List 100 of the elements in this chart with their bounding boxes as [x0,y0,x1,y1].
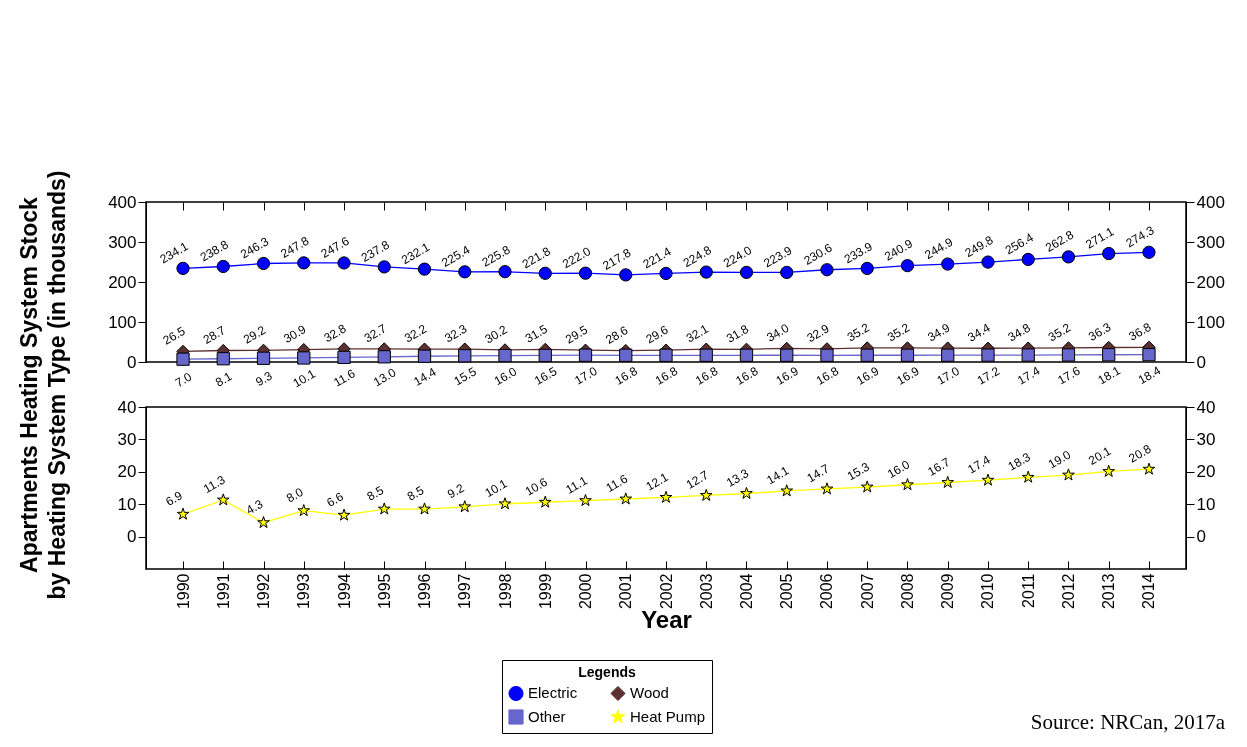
y2-tick-label: 30 [1196,429,1216,449]
y2-tick-label: 10 [1196,494,1216,514]
y2-tick-label: 0 [1196,352,1206,372]
data-label: 35.2 [884,320,913,345]
data-label: 36.8 [1126,319,1154,344]
data-label: 16.8 [813,363,842,388]
data-label: 8.5 [404,483,427,504]
x-tick-label: 2004 [738,573,755,610]
data-label: 34.4 [965,320,993,345]
data-label: 9.3 [253,368,275,390]
data-label: 10.1 [290,366,318,391]
x-tick-label: 2011 [1019,573,1037,608]
data-label: 16.8 [733,363,761,388]
legend-label: Wood [630,684,669,702]
data-label: 31.5 [522,321,551,346]
x-tick-label: 1999 [536,573,554,610]
legend-label: Heat Pump [630,708,706,725]
data-label: 26.5 [160,323,188,348]
data-label: 13.3 [723,465,752,490]
data-label: 35.2 [844,320,873,345]
data-label: 16.9 [894,363,922,388]
legend-label: Electric [528,684,578,702]
data-label: 30.9 [281,321,309,346]
x-tick-label: 2010 [979,573,997,610]
data-label: 35.2 [1045,320,1074,345]
x-tick-label: 2013 [1100,573,1118,610]
data-label: 16.9 [853,363,882,388]
y-tick-label: 10 [117,494,137,514]
data-label: 6.9 [163,488,186,509]
y-tick-label: 400 [108,192,137,212]
data-label: 32.1 [683,321,712,346]
data-label: 32.9 [804,321,832,346]
y-axis-title: Apartments Heating System Stock by Heating System Type (in thousands) [15,170,71,600]
data-label: 9.2 [445,480,467,502]
data-label: 19.0 [1045,447,1074,472]
data-label: 7.0 [172,369,195,391]
data-label: 34.9 [925,320,953,345]
data-label: 8.5 [364,483,387,504]
y-tick-label: 0 [127,527,137,547]
x-tick-label: 1990 [174,573,192,610]
data-label: 12.1 [643,469,671,494]
data-label: 14.1 [764,463,792,488]
data-label: 18.4 [1135,363,1164,388]
data-label: 34.0 [764,320,792,345]
y2-tick-label: 200 [1196,272,1225,292]
data-label: 8.0 [284,484,306,506]
y-tick-label: 30 [117,429,137,449]
data-label: 10.1 [482,476,510,501]
data-label: 31.8 [723,321,752,346]
y2-tick-label: 400 [1196,192,1225,212]
x-tick-label: 2001 [617,573,635,610]
y-tick-label: 200 [108,272,137,292]
data-label: 20.1 [1086,443,1114,468]
data-label: 232.1 [399,239,433,268]
data-label: 28.7 [200,322,229,347]
legend-label: Other [528,708,566,725]
x-tick-label: 1996 [416,573,434,610]
data-label: 11.6 [603,471,631,496]
data-label: 16.8 [612,363,640,388]
data-label: 32.3 [442,321,470,346]
x-tick-label: 1993 [295,573,313,610]
y-tick-label: 100 [108,312,137,332]
x-tick-label: 2000 [577,573,594,610]
legend-title: Legends [578,664,636,680]
y-tick-label: 20 [117,462,137,482]
x-tick-label: 1991 [214,573,232,610]
data-label: 16.8 [692,363,721,388]
data-label: 16.8 [652,363,681,388]
data-label: 11.3 [201,472,228,497]
x-tick-label: 2006 [818,573,836,610]
data-label: 17.0 [572,363,600,388]
x-tick-label: 1994 [335,573,353,610]
x-tick-label: 2005 [778,573,796,610]
data-label: 18.3 [1005,449,1034,474]
data-label: 32.2 [401,321,430,346]
data-label: 14.7 [804,461,832,486]
data-label: 13.0 [370,365,399,390]
data-label: 12.7 [683,467,712,492]
data-label: 16.7 [925,454,953,479]
data-label: 16.0 [884,457,913,482]
data-label: 17.2 [974,363,1003,388]
x-tick-label: 1992 [255,573,273,610]
x-tick-label: 2009 [939,573,957,610]
data-label: 30.2 [482,322,510,347]
x-tick-label: 2014 [1140,573,1158,610]
data-label: 34.8 [1005,320,1034,345]
data-label: 17.4 [965,452,993,477]
y2-tick-label: 0 [1196,527,1206,547]
data-label: 16.9 [773,363,801,388]
data-label: 10.6 [522,474,551,499]
x-tick-label: 2007 [858,573,876,610]
y2-tick-label: 100 [1196,312,1225,332]
data-label: 29.5 [562,322,591,347]
data-label: 4.3 [243,496,266,518]
data-label: 36.3 [1086,319,1114,344]
y-tick-label: 300 [108,232,137,252]
x-tick-label: 2012 [1059,573,1077,610]
y2-tick-label: 40 [1196,397,1216,417]
x-tick-label: 2008 [898,573,916,610]
data-label: 29.6 [643,322,671,347]
